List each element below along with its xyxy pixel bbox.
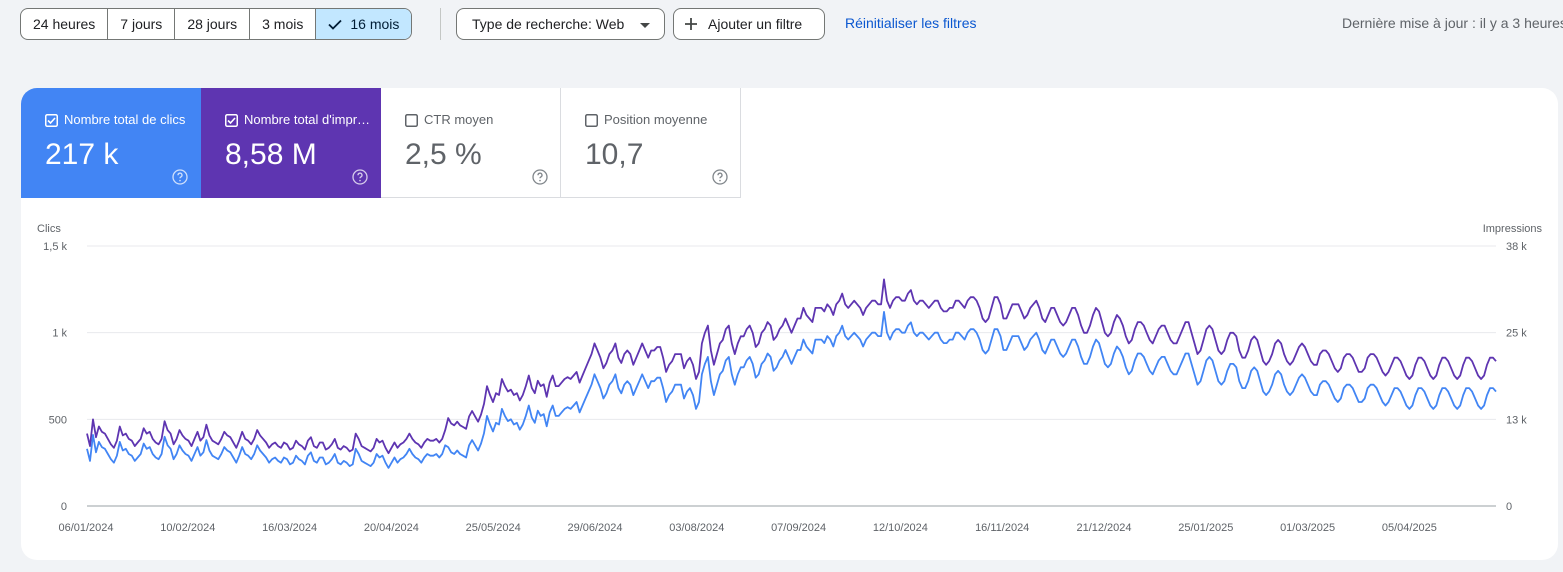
left-axis-label: Clics [37, 223, 61, 235]
date-range-label: 3 mois [262, 16, 304, 32]
check-icon [328, 19, 342, 30]
add-filter-button[interactable]: Ajouter un filtre [673, 8, 825, 40]
x-tick-label: 20/04/2024 [364, 522, 419, 534]
metric-value: 217 k [45, 138, 119, 171]
right-axis-label: Impressions [1483, 223, 1543, 235]
add-filter-label: Ajouter un filtre [708, 16, 803, 32]
help-circle-icon[interactable] [352, 169, 368, 185]
left-tick-label: 0 [61, 501, 67, 513]
help-circle-icon[interactable] [712, 169, 728, 185]
x-tick-label: 07/09/2024 [771, 522, 826, 534]
checkbox-checked-icon[interactable] [45, 114, 58, 127]
date-range-label: 7 jours [120, 16, 163, 32]
x-tick-label: 01/03/2025 [1280, 522, 1335, 534]
metric-tile-position[interactable]: Position moyenne 10,7 [561, 88, 741, 198]
metric-label: Position moyenne [604, 112, 708, 127]
x-tick-label: 05/04/2025 [1382, 522, 1437, 534]
toolbar-divider [440, 8, 441, 40]
date-range-0[interactable]: 24 heures [21, 9, 109, 39]
metric-value: 2,5 % [405, 138, 482, 171]
last-updated-text: Dernière mise à jour : il y a 3 heures [1342, 15, 1563, 31]
date-range-2[interactable]: 28 jours [175, 9, 251, 39]
date-range-selector: 24 heures 7 jours 28 jours 3 mois 16 mois [20, 8, 413, 40]
x-tick-label: 21/12/2024 [1076, 522, 1131, 534]
date-range-label: 24 heures [33, 16, 96, 32]
performance-chart[interactable]: 0 0 500 13 k 1 k 25 k 1,5 k 38 k Clics Impression… [21, 218, 1558, 548]
plus-icon [684, 17, 698, 31]
right-tick-label: 38 k [1506, 241, 1527, 253]
date-range-label: 28 jours [187, 16, 238, 32]
date-range-4[interactable]: 16 mois [316, 9, 412, 39]
checkbox-unchecked-icon[interactable] [585, 114, 598, 127]
left-tick-label: 1 k [52, 328, 67, 340]
reset-filters-link[interactable]: Réinitialiser les filtres [845, 15, 977, 31]
x-tick-label: 16/11/2024 [975, 522, 1029, 534]
performance-card: Nombre total de clics 217 k Nombre total… [21, 88, 1558, 560]
x-tick-label: 25/01/2025 [1178, 522, 1233, 534]
date-range-3[interactable]: 3 mois [250, 9, 317, 39]
help-circle-icon[interactable] [172, 169, 188, 185]
metric-tile-impressions[interactable]: Nombre total d'impressions 8,58 M [201, 88, 381, 198]
search-type-label: Type de recherche: Web [472, 16, 625, 32]
metric-label: Nombre total d'impressions [244, 112, 376, 127]
left-tick-label: 1,5 k [43, 241, 67, 253]
series-line-impressions [86, 278, 1497, 455]
help-circle-icon[interactable] [532, 169, 548, 185]
x-tick-label: 16/03/2024 [262, 522, 317, 534]
date-range-label: 16 mois [350, 16, 400, 32]
dropdown-arrow-icon [640, 16, 650, 32]
x-tick-label: 29/06/2024 [567, 522, 622, 534]
search-type-dropdown[interactable]: Type de recherche: Web [456, 8, 665, 40]
left-tick-label: 500 [49, 414, 67, 426]
metric-tile-clicks[interactable]: Nombre total de clics 217 k [21, 88, 201, 198]
checkbox-checked-icon[interactable] [225, 114, 238, 127]
metric-label: Nombre total de clics [64, 112, 186, 127]
metric-value: 10,7 [585, 138, 644, 171]
x-tick-label: 10/02/2024 [160, 522, 215, 534]
x-tick-label: 06/01/2024 [58, 522, 113, 534]
x-tick-label: 25/05/2024 [466, 522, 521, 534]
x-tick-label: 12/10/2024 [873, 522, 928, 534]
metric-label: CTR moyen [424, 112, 494, 127]
right-tick-label: 13 k [1506, 414, 1527, 426]
metric-value: 8,58 M [225, 138, 317, 171]
series-line-clicks [86, 311, 1497, 469]
right-tick-label: 25 k [1506, 328, 1527, 340]
toolbar: 24 heures 7 jours 28 jours 3 mois 16 mois Ty… [0, 0, 1563, 48]
metric-tile-ctr[interactable]: CTR moyen 2,5 % [381, 88, 561, 198]
metric-tiles: Nombre total de clics 217 k Nombre total… [21, 88, 741, 198]
x-tick-label: 03/08/2024 [669, 522, 724, 534]
checkbox-unchecked-icon[interactable] [405, 114, 418, 127]
right-tick-label: 0 [1506, 501, 1512, 513]
date-range-1[interactable]: 7 jours [108, 9, 176, 39]
